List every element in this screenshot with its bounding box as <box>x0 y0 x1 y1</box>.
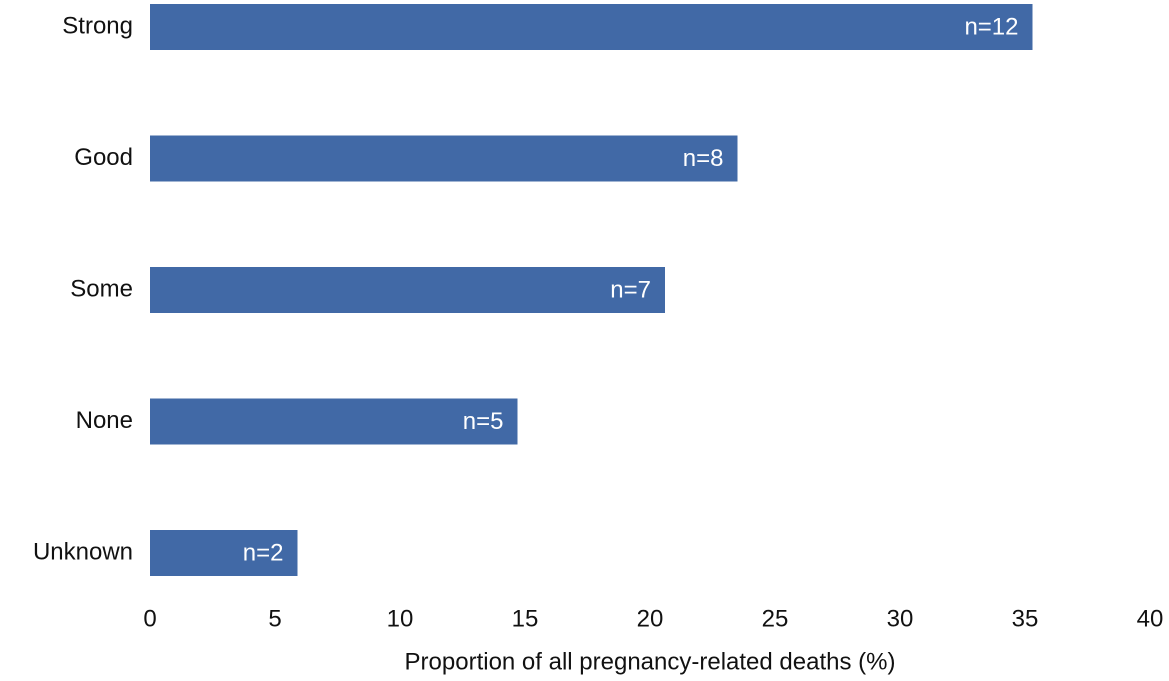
y-tick-label: None <box>76 407 133 434</box>
bar-label: n=8 <box>683 145 724 172</box>
x-tick-label: 20 <box>637 605 664 632</box>
bar-label: n=12 <box>964 13 1018 40</box>
y-tick-label: Some <box>70 275 133 302</box>
x-tick-label: 5 <box>268 605 281 632</box>
bar <box>150 4 1033 50</box>
x-tick-label: 15 <box>512 605 539 632</box>
x-tick-label: 0 <box>143 605 156 632</box>
bar <box>150 530 298 576</box>
bar <box>150 135 738 182</box>
y-tick-label: Unknown <box>33 538 133 565</box>
x-tick-label: 30 <box>887 605 914 632</box>
bar <box>150 398 518 445</box>
y-tick-label: Strong <box>62 12 133 39</box>
x-axis-title: Proportion of all pregnancy-related deat… <box>405 648 896 675</box>
y-tick-label: Good <box>74 144 133 171</box>
bar-label: n=5 <box>463 408 504 435</box>
bar <box>150 267 665 313</box>
x-tick-label: 35 <box>1012 605 1039 632</box>
x-tick-label: 10 <box>387 605 414 632</box>
x-tick-label: 40 <box>1137 605 1164 632</box>
bar-label: n=2 <box>243 539 284 566</box>
bar-label: n=7 <box>610 276 651 303</box>
x-tick-label: 25 <box>762 605 789 632</box>
